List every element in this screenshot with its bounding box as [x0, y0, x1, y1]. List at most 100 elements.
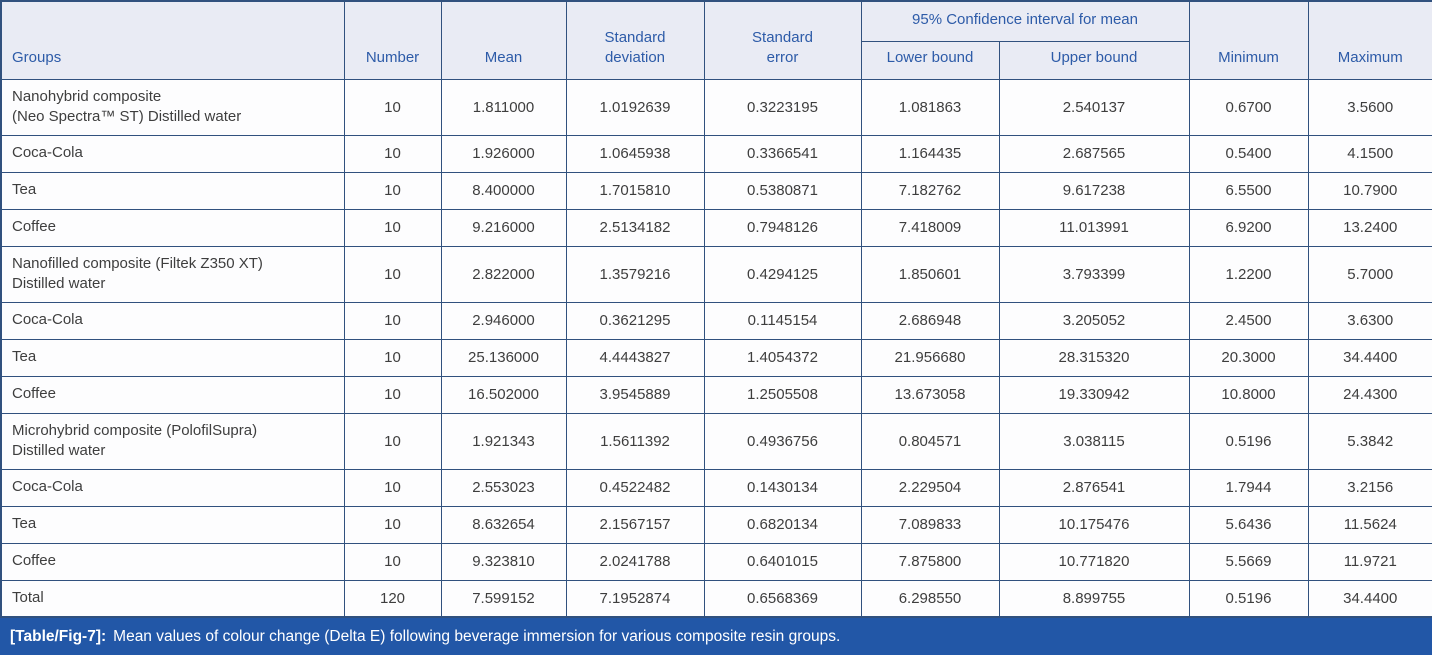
cell-maximum: 13.2400: [1307, 208, 1432, 247]
cell-mean: 1.921343: [440, 412, 567, 470]
table-row: Nanofilled composite (Filtek Z350 XT) Di…: [0, 245, 1432, 303]
cell-group: Coffee: [0, 208, 345, 247]
cell-number: 10: [343, 171, 442, 210]
cell-maximum: 3.5600: [1307, 78, 1432, 136]
table-row: Microhybrid composite (PolofilSupra) Dis…: [0, 412, 1432, 470]
cell-number: 10: [343, 208, 442, 247]
cell-group-line1: Coffee: [12, 552, 56, 570]
cell-upper-bound: 19.330942: [998, 375, 1190, 414]
cell-lower-bound: 7.182762: [860, 171, 1000, 210]
cell-group-line1: Tea: [12, 515, 37, 533]
cell-lower-bound: 2.686948: [860, 301, 1000, 340]
cell-mean: 7.599152: [440, 579, 567, 618]
table-body: Nanohybrid composite (Neo Spectra™ ST) D…: [0, 78, 1432, 618]
cell-group: Microhybrid composite (PolofilSupra) Dis…: [0, 412, 345, 470]
cell-standard-deviation: 1.5611392: [565, 412, 705, 470]
table-row: Coca-Cola 10 2.946000 0.3621295 0.114515…: [0, 301, 1432, 340]
col-header-standard-error-label: Standard error: [752, 29, 813, 67]
cell-group-line1: Coca-Cola: [12, 478, 83, 496]
cell-number: 10: [343, 412, 442, 470]
cell-mean: 16.502000: [440, 375, 567, 414]
cell-standard-error: 0.4936756: [703, 412, 862, 470]
cell-group-line1: Tea: [12, 181, 37, 199]
cell-number: 10: [343, 505, 442, 544]
cell-standard-deviation: 1.7015810: [565, 171, 705, 210]
cell-group-line1: Nanohybrid composite: [12, 87, 162, 105]
cell-group: Nanofilled composite (Filtek Z350 XT) Di…: [0, 245, 345, 303]
cell-group-line1: Tea: [12, 348, 37, 366]
cell-upper-bound: 3.038115: [998, 412, 1190, 470]
cell-lower-bound: 1.081863: [860, 78, 1000, 136]
cell-standard-deviation: 1.0645938: [565, 134, 705, 173]
descriptive-statistics-table: Groups Number Mean Standard deviation St…: [0, 0, 1432, 618]
cell-upper-bound: 10.771820: [998, 542, 1190, 581]
table-row: Coca-Cola 10 2.553023 0.4522482 0.143013…: [0, 468, 1432, 507]
cell-number: 10: [343, 542, 442, 581]
cell-lower-bound: 13.673058: [860, 375, 1000, 414]
col-header-groups: Groups: [0, 0, 345, 80]
cell-minimum: 20.3000: [1188, 338, 1309, 377]
table-caption-bar: [Table/Fig-7]: Mean values of colour cha…: [0, 618, 1432, 655]
table-row: Nanohybrid composite (Neo Spectra™ ST) D…: [0, 78, 1432, 136]
cell-upper-bound: 2.540137: [998, 78, 1190, 136]
cell-group-line1: Coffee: [12, 385, 56, 403]
cell-standard-error: 0.1145154: [703, 301, 862, 340]
cell-number: 10: [343, 338, 442, 377]
table-caption-label: [Table/Fig-7]:: [10, 627, 107, 645]
cell-group: Nanohybrid composite (Neo Spectra™ ST) D…: [0, 78, 345, 136]
col-header-number: Number: [343, 0, 442, 80]
cell-minimum: 5.6436: [1188, 505, 1309, 544]
cell-upper-bound: 3.793399: [998, 245, 1190, 303]
cell-minimum: 5.5669: [1188, 542, 1309, 581]
cell-standard-deviation: 0.4522482: [565, 468, 705, 507]
cell-lower-bound: 21.956680: [860, 338, 1000, 377]
cell-upper-bound: 9.617238: [998, 171, 1190, 210]
table-row: Coffee 10 9.216000 2.5134182 0.7948126 7…: [0, 208, 1432, 247]
table-row: Total 120 7.599152 7.1952874 0.6568369 6…: [0, 579, 1432, 618]
cell-minimum: 0.5196: [1188, 579, 1309, 618]
cell-minimum: 6.5500: [1188, 171, 1309, 210]
cell-upper-bound: 10.175476: [998, 505, 1190, 544]
cell-number: 10: [343, 301, 442, 340]
cell-minimum: 6.9200: [1188, 208, 1309, 247]
cell-upper-bound: 3.205052: [998, 301, 1190, 340]
cell-upper-bound: 11.013991: [998, 208, 1190, 247]
cell-minimum: 1.7944: [1188, 468, 1309, 507]
cell-number: 10: [343, 245, 442, 303]
col-header-maximum: Maximum: [1307, 0, 1432, 80]
cell-group-line1: Microhybrid composite (PolofilSupra): [12, 421, 258, 439]
cell-standard-deviation: 0.3621295: [565, 301, 705, 340]
cell-standard-error: 0.6820134: [703, 505, 862, 544]
cell-standard-error: 0.3366541: [703, 134, 862, 173]
cell-upper-bound: 2.687565: [998, 134, 1190, 173]
cell-lower-bound: 1.164435: [860, 134, 1000, 173]
col-header-standard-deviation-label: Standard deviation: [604, 29, 666, 67]
cell-maximum: 3.6300: [1307, 301, 1432, 340]
table-row: Tea 10 8.400000 1.7015810 0.5380871 7.18…: [0, 171, 1432, 210]
cell-standard-deviation: 1.0192639: [565, 78, 705, 136]
cell-group-line2: Distilled water: [12, 442, 106, 459]
table-row: Coffee 10 16.502000 3.9545889 1.2505508 …: [0, 375, 1432, 414]
cell-upper-bound: 2.876541: [998, 468, 1190, 507]
cell-mean: 2.946000: [440, 301, 567, 340]
cell-standard-error: 0.3223195: [703, 78, 862, 136]
cell-number: 10: [343, 468, 442, 507]
cell-minimum: 0.6700: [1188, 78, 1309, 136]
cell-standard-deviation: 2.5134182: [565, 208, 705, 247]
cell-number: 120: [343, 579, 442, 618]
table-caption-text: Mean values of colour change (Delta E) f…: [113, 627, 841, 645]
cell-maximum: 4.1500: [1307, 134, 1432, 173]
cell-group: Total: [0, 579, 345, 618]
cell-group: Coca-Cola: [0, 134, 345, 173]
cell-minimum: 0.5400: [1188, 134, 1309, 173]
cell-lower-bound: 0.804571: [860, 412, 1000, 470]
table-row: Coca-Cola 10 1.926000 1.0645938 0.336654…: [0, 134, 1432, 173]
cell-standard-deviation: 2.1567157: [565, 505, 705, 544]
cell-mean: 2.822000: [440, 245, 567, 303]
cell-mean: 8.632654: [440, 505, 567, 544]
cell-upper-bound: 28.315320: [998, 338, 1190, 377]
cell-group: Coffee: [0, 542, 345, 581]
col-header-mean: Mean: [440, 0, 567, 80]
cell-standard-deviation: 2.0241788: [565, 542, 705, 581]
cell-lower-bound: 7.875800: [860, 542, 1000, 581]
